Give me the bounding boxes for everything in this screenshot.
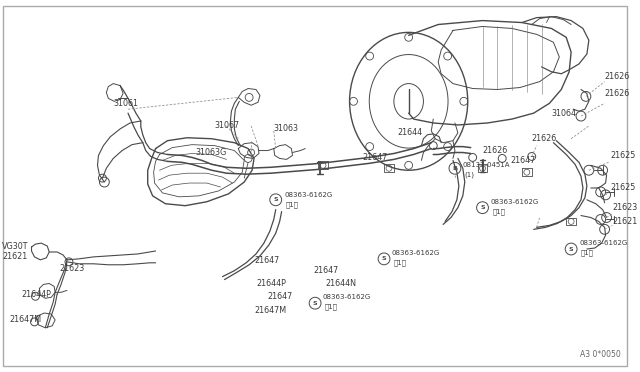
Text: 21626: 21626 <box>483 146 508 155</box>
Text: 08363-6162G: 08363-6162G <box>579 240 627 246</box>
Text: 、1。: 、1。 <box>581 250 594 256</box>
Text: 21621: 21621 <box>2 252 28 262</box>
Text: 21623: 21623 <box>612 203 637 212</box>
Text: (1): (1) <box>465 172 475 179</box>
Text: 21626: 21626 <box>605 72 630 81</box>
Text: S: S <box>381 256 387 262</box>
Text: 31063: 31063 <box>274 124 299 134</box>
Text: 21647: 21647 <box>510 156 535 165</box>
Text: 21647: 21647 <box>313 266 339 275</box>
Text: 21644N: 21644N <box>325 279 356 288</box>
Text: 21625: 21625 <box>611 183 636 192</box>
Text: A3 0*0050: A3 0*0050 <box>580 350 620 359</box>
Text: 、1。: 、1。 <box>394 260 407 266</box>
Text: 08363-6162G: 08363-6162G <box>323 294 371 300</box>
Circle shape <box>449 162 461 174</box>
Text: 21625: 21625 <box>611 151 636 160</box>
Text: 08131-0451A: 08131-0451A <box>463 162 510 168</box>
Text: 31063G: 31063G <box>195 148 226 157</box>
Text: S: S <box>569 247 573 251</box>
Text: S: S <box>313 301 317 306</box>
Text: 21626: 21626 <box>605 89 630 98</box>
Text: 21644P: 21644P <box>22 290 52 299</box>
Text: 21644P: 21644P <box>256 279 286 288</box>
Text: 21644: 21644 <box>398 128 423 137</box>
Text: 08363-6162G: 08363-6162G <box>392 250 440 256</box>
Circle shape <box>378 253 390 265</box>
Circle shape <box>270 194 282 206</box>
Text: 21647: 21647 <box>254 256 279 265</box>
Text: B: B <box>452 166 458 171</box>
Text: 21647: 21647 <box>268 292 293 301</box>
Text: 21623: 21623 <box>59 264 84 273</box>
Text: 31061: 31061 <box>113 99 138 108</box>
Text: 、1。: 、1。 <box>325 304 338 310</box>
Text: 08363-6162G: 08363-6162G <box>490 199 539 205</box>
Text: 21647M: 21647M <box>10 315 42 324</box>
Text: S: S <box>273 197 278 202</box>
Text: VG30T: VG30T <box>2 241 28 251</box>
Text: 、1。: 、1。 <box>285 201 299 208</box>
Text: 08363-6162G: 08363-6162G <box>285 192 333 198</box>
Text: 21621: 21621 <box>612 217 637 226</box>
Text: 21647: 21647 <box>362 153 388 162</box>
Text: 31064: 31064 <box>552 109 577 118</box>
Circle shape <box>309 297 321 309</box>
Text: 21647M: 21647M <box>254 305 286 315</box>
Circle shape <box>477 202 488 214</box>
Text: 31067: 31067 <box>214 121 240 131</box>
Circle shape <box>565 243 577 255</box>
Text: 、1。: 、1。 <box>492 208 506 215</box>
Text: 21626: 21626 <box>532 134 557 143</box>
Text: S: S <box>480 205 485 210</box>
